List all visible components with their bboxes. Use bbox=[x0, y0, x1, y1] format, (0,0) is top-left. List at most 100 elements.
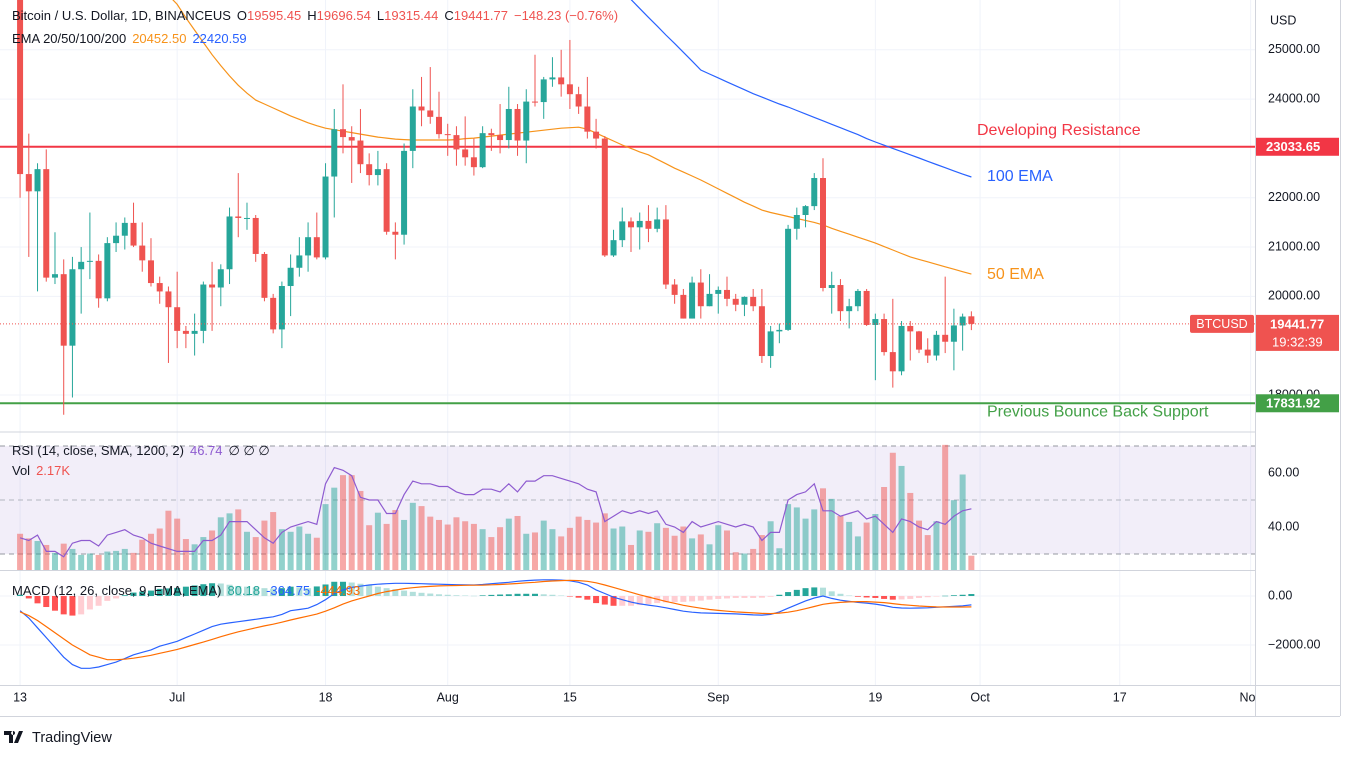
candle-body bbox=[645, 220, 652, 229]
volume-bar bbox=[69, 548, 76, 570]
candle-body bbox=[113, 235, 120, 244]
ohlc-low: L19315.44 bbox=[377, 8, 438, 23]
volume-bar bbox=[531, 532, 538, 570]
macd-histogram-bar bbox=[881, 595, 888, 599]
candle-body bbox=[706, 293, 713, 307]
candle-body bbox=[78, 261, 85, 270]
candle-body bbox=[662, 219, 669, 285]
candle-body bbox=[418, 106, 425, 111]
macd-histogram-bar bbox=[331, 581, 338, 596]
macd-histogram-bar bbox=[479, 595, 486, 596]
macd-histogram-bar bbox=[69, 595, 76, 616]
macd-histogram-bar bbox=[34, 595, 41, 604]
candle-body bbox=[575, 94, 582, 107]
macd-histogram-bar bbox=[226, 584, 233, 596]
candle-body bbox=[69, 269, 76, 346]
macd-histogram-bar bbox=[741, 595, 748, 598]
volume-bar bbox=[121, 548, 128, 570]
x-tick-label: Aug bbox=[437, 690, 459, 704]
candle-body bbox=[741, 296, 748, 305]
macd-histogram-bar bbox=[540, 594, 547, 596]
macd-histogram-bar bbox=[915, 595, 922, 598]
candle-body bbox=[401, 150, 408, 235]
macd-histogram-value: 80.18 bbox=[227, 583, 261, 598]
volume-value: 2.17K bbox=[36, 463, 71, 478]
macd-histogram-bar bbox=[549, 594, 556, 596]
volume-bar bbox=[156, 528, 163, 570]
y-tick-label: 22000.00 bbox=[1268, 190, 1320, 204]
macd-tick-label: −2000.00 bbox=[1268, 637, 1321, 651]
volume-bar bbox=[575, 516, 582, 570]
rsi-extra: ∅ ∅ ∅ bbox=[228, 443, 270, 458]
candle-body bbox=[339, 129, 346, 138]
candle-body bbox=[479, 133, 486, 168]
macd-histogram-bar bbox=[924, 595, 931, 598]
candle-body bbox=[828, 285, 835, 288]
candle-body bbox=[942, 334, 949, 342]
candle-body bbox=[750, 296, 757, 307]
volume-bar bbox=[505, 518, 512, 570]
candle-body bbox=[819, 178, 826, 288]
macd-histogram-bar bbox=[357, 583, 364, 596]
volume-bar bbox=[689, 538, 696, 570]
volume-bar bbox=[305, 533, 312, 570]
candle-body bbox=[409, 106, 416, 151]
macd-histogram-bar bbox=[296, 587, 303, 596]
candle-body bbox=[488, 133, 495, 136]
candle-body bbox=[854, 290, 861, 307]
candle-body bbox=[453, 135, 460, 150]
macd-histogram-bar bbox=[243, 586, 250, 596]
volume-bar bbox=[113, 550, 120, 570]
macd-histogram-bar bbox=[636, 595, 643, 606]
candle-body bbox=[924, 349, 931, 356]
ema-legend: EMA 20/50/100/200 20452.50 22420.59 bbox=[12, 31, 247, 46]
volume-bar bbox=[497, 527, 504, 570]
volume-bar bbox=[907, 492, 914, 570]
volume-bar bbox=[453, 517, 460, 570]
macd-histogram-bar bbox=[435, 594, 442, 596]
macd-histogram-bar bbox=[104, 595, 111, 601]
ohlc-prefix: L bbox=[376, 8, 385, 23]
candle-body bbox=[959, 316, 966, 326]
candle-body bbox=[872, 319, 879, 325]
candle-body bbox=[811, 178, 818, 207]
macd-value: -364.75 bbox=[266, 583, 311, 598]
volume-bar bbox=[662, 527, 669, 570]
volume-bar bbox=[593, 522, 600, 570]
candle-body bbox=[950, 325, 957, 342]
volume-bar bbox=[479, 529, 486, 570]
candle-body bbox=[846, 306, 853, 312]
macd-histogram-bar bbox=[17, 594, 24, 596]
volume-bar bbox=[863, 522, 870, 570]
candle-body bbox=[601, 138, 608, 256]
candle-body bbox=[348, 137, 355, 141]
volume-bar bbox=[706, 544, 713, 570]
macd-title: MACD (12, 26, close, 9, EMA, EMA) bbox=[12, 583, 222, 598]
volume-bar bbox=[322, 504, 329, 570]
volume-bar bbox=[182, 539, 189, 570]
volume-bar bbox=[392, 510, 399, 570]
macd-histogram-bar bbox=[339, 581, 346, 596]
volume-bar bbox=[540, 520, 547, 570]
macd-histogram-bar bbox=[610, 595, 617, 606]
ohlc-value: 19441.77 bbox=[453, 8, 508, 23]
candle-body bbox=[531, 101, 538, 103]
volume-bar bbox=[444, 524, 451, 570]
volume-bar bbox=[165, 510, 172, 570]
macd-histogram-bar bbox=[86, 595, 93, 610]
candle-body bbox=[444, 134, 451, 136]
volume-bar bbox=[558, 536, 565, 570]
volume-bar bbox=[881, 487, 888, 570]
volume-bar bbox=[837, 515, 844, 570]
macd-histogram-bar bbox=[200, 584, 207, 596]
macd-histogram-bar bbox=[453, 595, 460, 596]
macd-histogram-bar bbox=[627, 595, 634, 606]
volume-bar bbox=[418, 506, 425, 570]
macd-histogram-bar bbox=[846, 595, 853, 597]
volume-bar bbox=[401, 519, 408, 570]
macd-histogram-bar bbox=[785, 592, 792, 596]
macd-histogram-bar bbox=[689, 595, 696, 602]
candle-body bbox=[968, 316, 975, 324]
volume-bar bbox=[732, 552, 739, 570]
candle-body bbox=[270, 297, 277, 330]
